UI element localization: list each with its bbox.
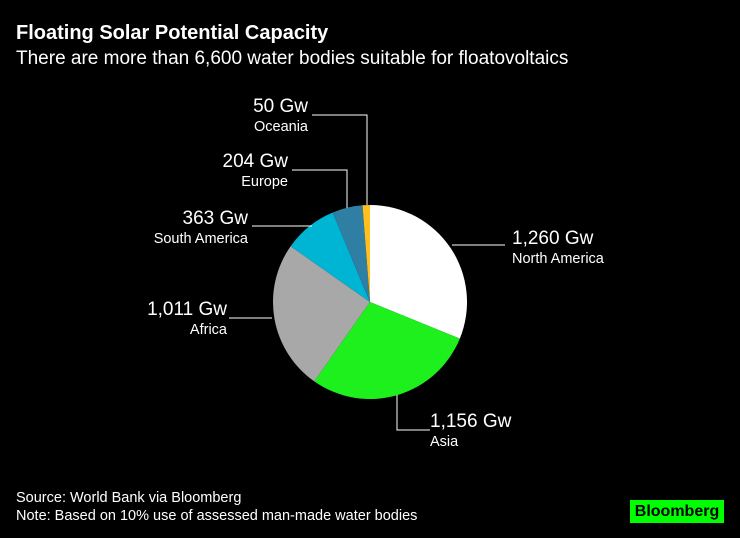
category-label-oceania: Oceania [254,119,309,135]
chart-subtitle: There are more than 6,600 water bodies s… [16,48,569,69]
value-label-europe: 204 Gw [223,151,289,172]
leader-line-asia [396,395,430,431]
pie-slice-europe [332,205,370,302]
source-note: Source: World Bank via Bloomberg [16,490,242,506]
pie-slice-south-america [290,212,370,302]
pie-slice-oceania [362,205,370,302]
category-label-south-america: South America [154,231,249,247]
category-label-asia: Asia [430,434,459,450]
chart-title: Floating Solar Potential Capacity [16,22,329,44]
value-label-south-america: 363 Gw [183,208,249,229]
pie-slice-north-america [370,205,467,339]
leader-line-europe [292,169,348,208]
value-label-africa: 1,011 Gw [147,299,227,320]
category-label-europe: Europe [241,174,288,190]
pie-slice-africa [273,246,370,382]
leader-line-oceania [312,114,368,205]
value-label-north-america: 1,260 Gw [512,228,594,249]
category-label-africa: Africa [190,322,228,338]
footnote: Note: Based on 10% use of assessed man-m… [16,508,418,524]
category-label-north-america: North America [512,251,605,267]
value-label-oceania: 50 Gw [253,96,308,117]
pie-slice-asia [314,302,460,399]
value-label-asia: 1,156 Gw [430,411,512,432]
bloomberg-logo: Bloomberg [630,500,724,523]
